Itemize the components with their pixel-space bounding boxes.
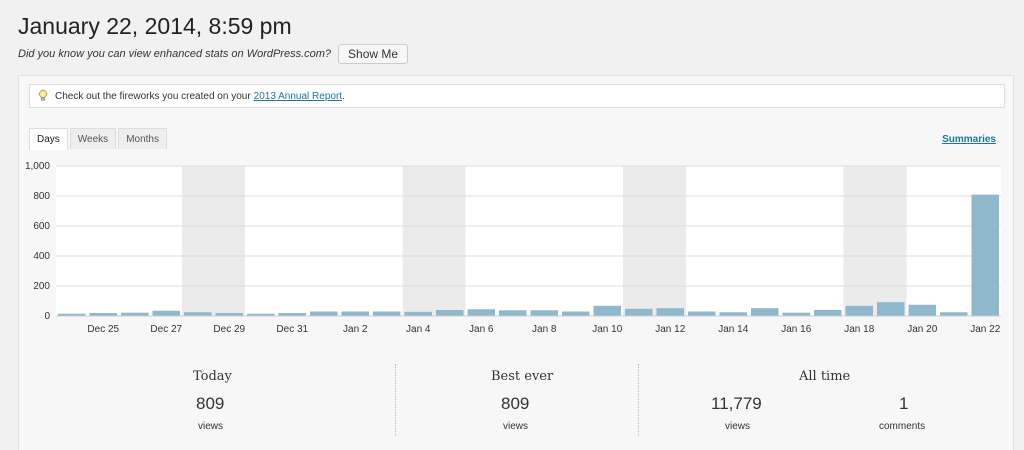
x-tick-label: Jan 12 [655, 324, 685, 335]
bar [940, 312, 968, 316]
show-me-button[interactable]: Show Me [338, 44, 409, 64]
weekend-band [182, 166, 245, 316]
page-title: January 22, 2014, 8:59 pm [18, 13, 292, 39]
bar [751, 308, 779, 316]
bar [467, 309, 495, 316]
lightbulb-icon [37, 89, 49, 101]
bar [562, 311, 590, 316]
x-tick-label: Jan 18 [844, 324, 874, 335]
bar [656, 308, 684, 316]
bar [593, 305, 621, 316]
x-tick-label: Jan 20 [907, 324, 937, 335]
enhanced-stats-text: Did you know you can view enhanced stats… [18, 48, 332, 60]
enhanced-stats-row: Did you know you can view enhanced stats… [18, 44, 409, 64]
all-time-views-unit: views [725, 421, 751, 432]
today-heading: Today [193, 369, 232, 384]
tab-weeks[interactable]: Weeks [69, 128, 117, 149]
bar [688, 311, 716, 316]
today-unit: views [198, 421, 224, 432]
tab-days[interactable]: Days [29, 128, 68, 150]
stats-summary: Today 809 views Best ever 809 views All … [19, 364, 1015, 444]
y-tick-label: 1,000 [25, 161, 50, 172]
bar [404, 311, 432, 316]
stats-divider [395, 364, 396, 436]
bar [184, 312, 212, 316]
x-tick-label: Jan 10 [592, 324, 622, 335]
x-tick-label: Jan 4 [406, 324, 431, 335]
bar [971, 194, 999, 316]
views-chart: 0 200 400 600 800 1,000 Dec 25 Dec 27 Dec 29 Dec … [25, 161, 1001, 335]
bar [152, 310, 180, 316]
stats-divider [638, 364, 639, 436]
x-tick-label: Jan 14 [718, 324, 748, 335]
all-time-heading: All time [799, 369, 851, 384]
all-time-comments-value: 1 [899, 394, 909, 413]
bar [247, 313, 275, 316]
x-tick-label: Dec 27 [150, 324, 182, 335]
today-value: 809 [196, 394, 225, 413]
best-ever-value: 809 [501, 394, 530, 413]
bar [310, 311, 338, 316]
stats-panel: Check out the fireworks you created on y… [18, 75, 1014, 450]
tab-months[interactable]: Months [118, 128, 167, 149]
bar [278, 313, 306, 316]
all-time-views-value: 11,779 [711, 394, 762, 413]
bar [814, 310, 842, 316]
x-tick-label: Jan 6 [469, 324, 494, 335]
bar [782, 312, 810, 316]
bar [215, 313, 243, 316]
best-ever-unit: views [503, 421, 529, 432]
x-tick-label: Jan 8 [532, 324, 557, 335]
bar [625, 308, 653, 316]
bar [89, 313, 117, 316]
weekend-band [843, 166, 907, 316]
views-chart-area: 0 200 400 600 800 1,000 Dec 25 Dec 27 Dec 29 Dec … [19, 149, 1015, 349]
y-tick-label: 400 [33, 251, 50, 262]
x-tick-label: Dec 31 [276, 324, 308, 335]
x-tick-label: Dec 29 [213, 324, 245, 335]
bar [58, 313, 86, 316]
bar [341, 311, 369, 316]
best-ever-heading: Best ever [491, 369, 554, 384]
notice-suffix: . [342, 90, 345, 102]
annual-report-link[interactable]: 2013 Annual Report [253, 90, 343, 102]
x-tick-label: Jan 2 [343, 324, 368, 335]
bar [121, 312, 149, 316]
bar [908, 304, 936, 316]
annual-report-notice: Check out the fireworks you created on y… [29, 84, 1005, 108]
y-tick-label: 800 [33, 191, 50, 202]
bar [373, 311, 401, 316]
y-tick-label: 600 [33, 221, 50, 232]
weekend-band [623, 166, 686, 316]
x-tick-label: Jan 22 [970, 324, 1000, 335]
y-tick-label: 0 [44, 311, 50, 322]
bar [499, 310, 527, 316]
summaries-link[interactable]: Summaries [942, 134, 996, 145]
bar [877, 302, 905, 316]
bar [845, 305, 873, 316]
notice-text: Check out the fireworks you created on y… [55, 90, 251, 102]
y-tick-label: 200 [33, 281, 50, 292]
x-tick-label: Dec 25 [87, 324, 119, 335]
all-time-comments-unit: comments [879, 421, 926, 432]
weekend-band [402, 166, 466, 316]
bar [530, 310, 558, 316]
bar [719, 312, 747, 316]
x-tick-label: Jan 16 [781, 324, 811, 335]
period-tabs: Days Weeks Months [29, 128, 169, 150]
bar [436, 310, 464, 316]
